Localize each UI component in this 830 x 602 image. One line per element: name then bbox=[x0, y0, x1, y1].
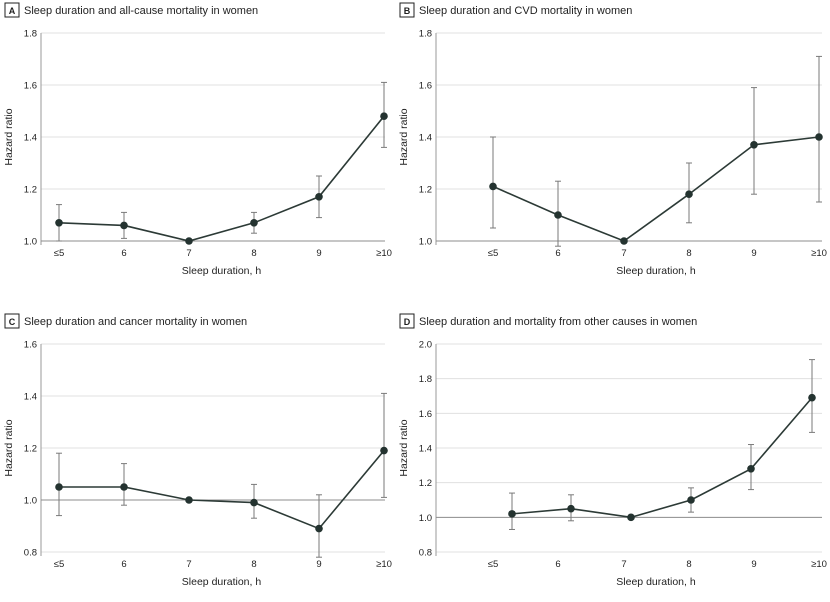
panel-title: Sleep duration and all-cause mortality i… bbox=[24, 5, 258, 17]
data-point bbox=[747, 465, 755, 473]
x-tick-label: ≤5 bbox=[54, 248, 65, 259]
y-tick-label: 1.0 bbox=[419, 237, 432, 248]
y-axis-title: Hazard ratio bbox=[398, 108, 410, 165]
y-tick-label: 1.2 bbox=[24, 185, 37, 196]
panel-letter-box bbox=[399, 2, 415, 18]
y-tick-label: 0.8 bbox=[419, 548, 432, 559]
panel-letter-box bbox=[399, 313, 415, 329]
y-tick-label: 1.2 bbox=[419, 478, 432, 489]
x-tick-label: 6 bbox=[121, 559, 126, 570]
y-tick-label: 1.6 bbox=[419, 81, 432, 92]
data-point bbox=[315, 524, 323, 533]
x-axis-title: Sleep duration, h bbox=[182, 576, 262, 588]
data-point bbox=[815, 133, 823, 141]
x-tick-label: ≥10 bbox=[811, 559, 827, 570]
y-tick-label: 1.2 bbox=[419, 185, 432, 196]
data-point bbox=[685, 190, 693, 198]
x-tick-label: ≤5 bbox=[488, 559, 499, 570]
data-point bbox=[489, 182, 497, 191]
y-tick-label: 1.8 bbox=[24, 29, 37, 40]
data-point bbox=[620, 237, 628, 245]
panel-letter-box bbox=[4, 2, 20, 18]
y-tick-label: 1.4 bbox=[419, 133, 432, 144]
x-axis-title: Sleep duration, h bbox=[616, 576, 696, 588]
panel-title: Sleep duration and cancer mortality in w… bbox=[24, 316, 247, 328]
y-tick-label: 2.0 bbox=[419, 340, 432, 351]
data-point bbox=[554, 211, 562, 219]
y-tick-label: 1.2 bbox=[24, 444, 37, 455]
data-point bbox=[687, 496, 695, 504]
data-point bbox=[508, 510, 516, 518]
y-axis-title: Hazard ratio bbox=[3, 419, 15, 476]
panel-c: C Sleep duration and cancer mortality in … bbox=[3, 313, 392, 588]
data-point bbox=[627, 513, 635, 522]
y-tick-label: 1.6 bbox=[419, 409, 432, 420]
panel-title: Sleep duration and mortality from other … bbox=[419, 316, 697, 328]
data-point bbox=[750, 141, 758, 149]
x-tick-label: 8 bbox=[686, 248, 691, 259]
y-tick-label: 0.8 bbox=[24, 548, 37, 559]
x-tick-label: ≤5 bbox=[54, 559, 65, 570]
x-tick-label: 9 bbox=[316, 559, 321, 570]
x-tick-label: 9 bbox=[751, 248, 756, 259]
x-tick-label: 8 bbox=[251, 248, 256, 259]
data-point bbox=[185, 496, 193, 504]
y-axis-title: Hazard ratio bbox=[3, 108, 15, 165]
panel-a: A Sleep duration and all-cause mortality … bbox=[3, 2, 392, 277]
y-tick-label: 1.4 bbox=[419, 444, 432, 455]
x-tick-label: ≥10 bbox=[376, 559, 392, 570]
y-tick-label: 1.6 bbox=[24, 81, 37, 92]
x-tick-label: 6 bbox=[555, 248, 560, 259]
y-axis-title: Hazard ratio bbox=[398, 419, 410, 476]
x-tick-label: ≤5 bbox=[488, 248, 499, 259]
x-tick-label: 7 bbox=[186, 248, 191, 259]
panel-letter: A bbox=[9, 6, 16, 16]
data-point bbox=[55, 483, 63, 491]
data-point bbox=[567, 504, 575, 513]
series-line bbox=[58, 115, 385, 242]
y-tick-label: 1.4 bbox=[24, 392, 37, 403]
y-tick-label: 1.8 bbox=[419, 374, 432, 385]
series-line bbox=[511, 397, 813, 519]
x-tick-label: ≥10 bbox=[811, 248, 827, 259]
panel-d: D Sleep duration and mortality from other… bbox=[398, 313, 827, 588]
x-tick-label: ≥10 bbox=[376, 248, 392, 259]
data-point bbox=[250, 498, 258, 507]
y-tick-label: 1.8 bbox=[419, 29, 432, 40]
data-point bbox=[808, 393, 816, 402]
y-tick-label: 1.6 bbox=[24, 340, 37, 351]
panel-letter: B bbox=[404, 6, 411, 16]
x-tick-label: 7 bbox=[186, 559, 191, 570]
data-point bbox=[185, 237, 193, 245]
data-point bbox=[120, 221, 128, 230]
x-tick-label: 8 bbox=[251, 559, 256, 570]
x-tick-label: 8 bbox=[686, 559, 691, 570]
data-point bbox=[55, 219, 63, 227]
panel-b: B Sleep duration and CVD mortality in wom… bbox=[398, 2, 827, 277]
data-point bbox=[120, 483, 128, 491]
series-line bbox=[59, 450, 385, 530]
x-tick-label: 7 bbox=[621, 248, 626, 259]
panel-letter: D bbox=[404, 317, 411, 327]
x-tick-label: 6 bbox=[555, 559, 560, 570]
data-point bbox=[380, 112, 388, 120]
x-tick-label: 7 bbox=[621, 559, 626, 570]
y-tick-label: 1.0 bbox=[24, 496, 37, 507]
series-line bbox=[492, 136, 820, 242]
y-tick-label: 1.0 bbox=[419, 513, 432, 524]
data-point bbox=[380, 446, 388, 455]
y-tick-label: 1.0 bbox=[24, 237, 37, 248]
panel-letter-box bbox=[4, 313, 20, 329]
x-axis-title: Sleep duration, h bbox=[182, 265, 262, 277]
data-point bbox=[250, 219, 258, 227]
x-tick-label: 9 bbox=[751, 559, 756, 570]
x-tick-label: 6 bbox=[121, 248, 126, 259]
data-point bbox=[315, 193, 323, 201]
x-axis-title: Sleep duration, h bbox=[616, 265, 696, 277]
panel-letter: C bbox=[9, 317, 16, 327]
y-tick-label: 1.4 bbox=[24, 133, 37, 144]
panel-title: Sleep duration and CVD mortality in wome… bbox=[419, 5, 632, 17]
x-tick-label: 9 bbox=[316, 248, 321, 259]
